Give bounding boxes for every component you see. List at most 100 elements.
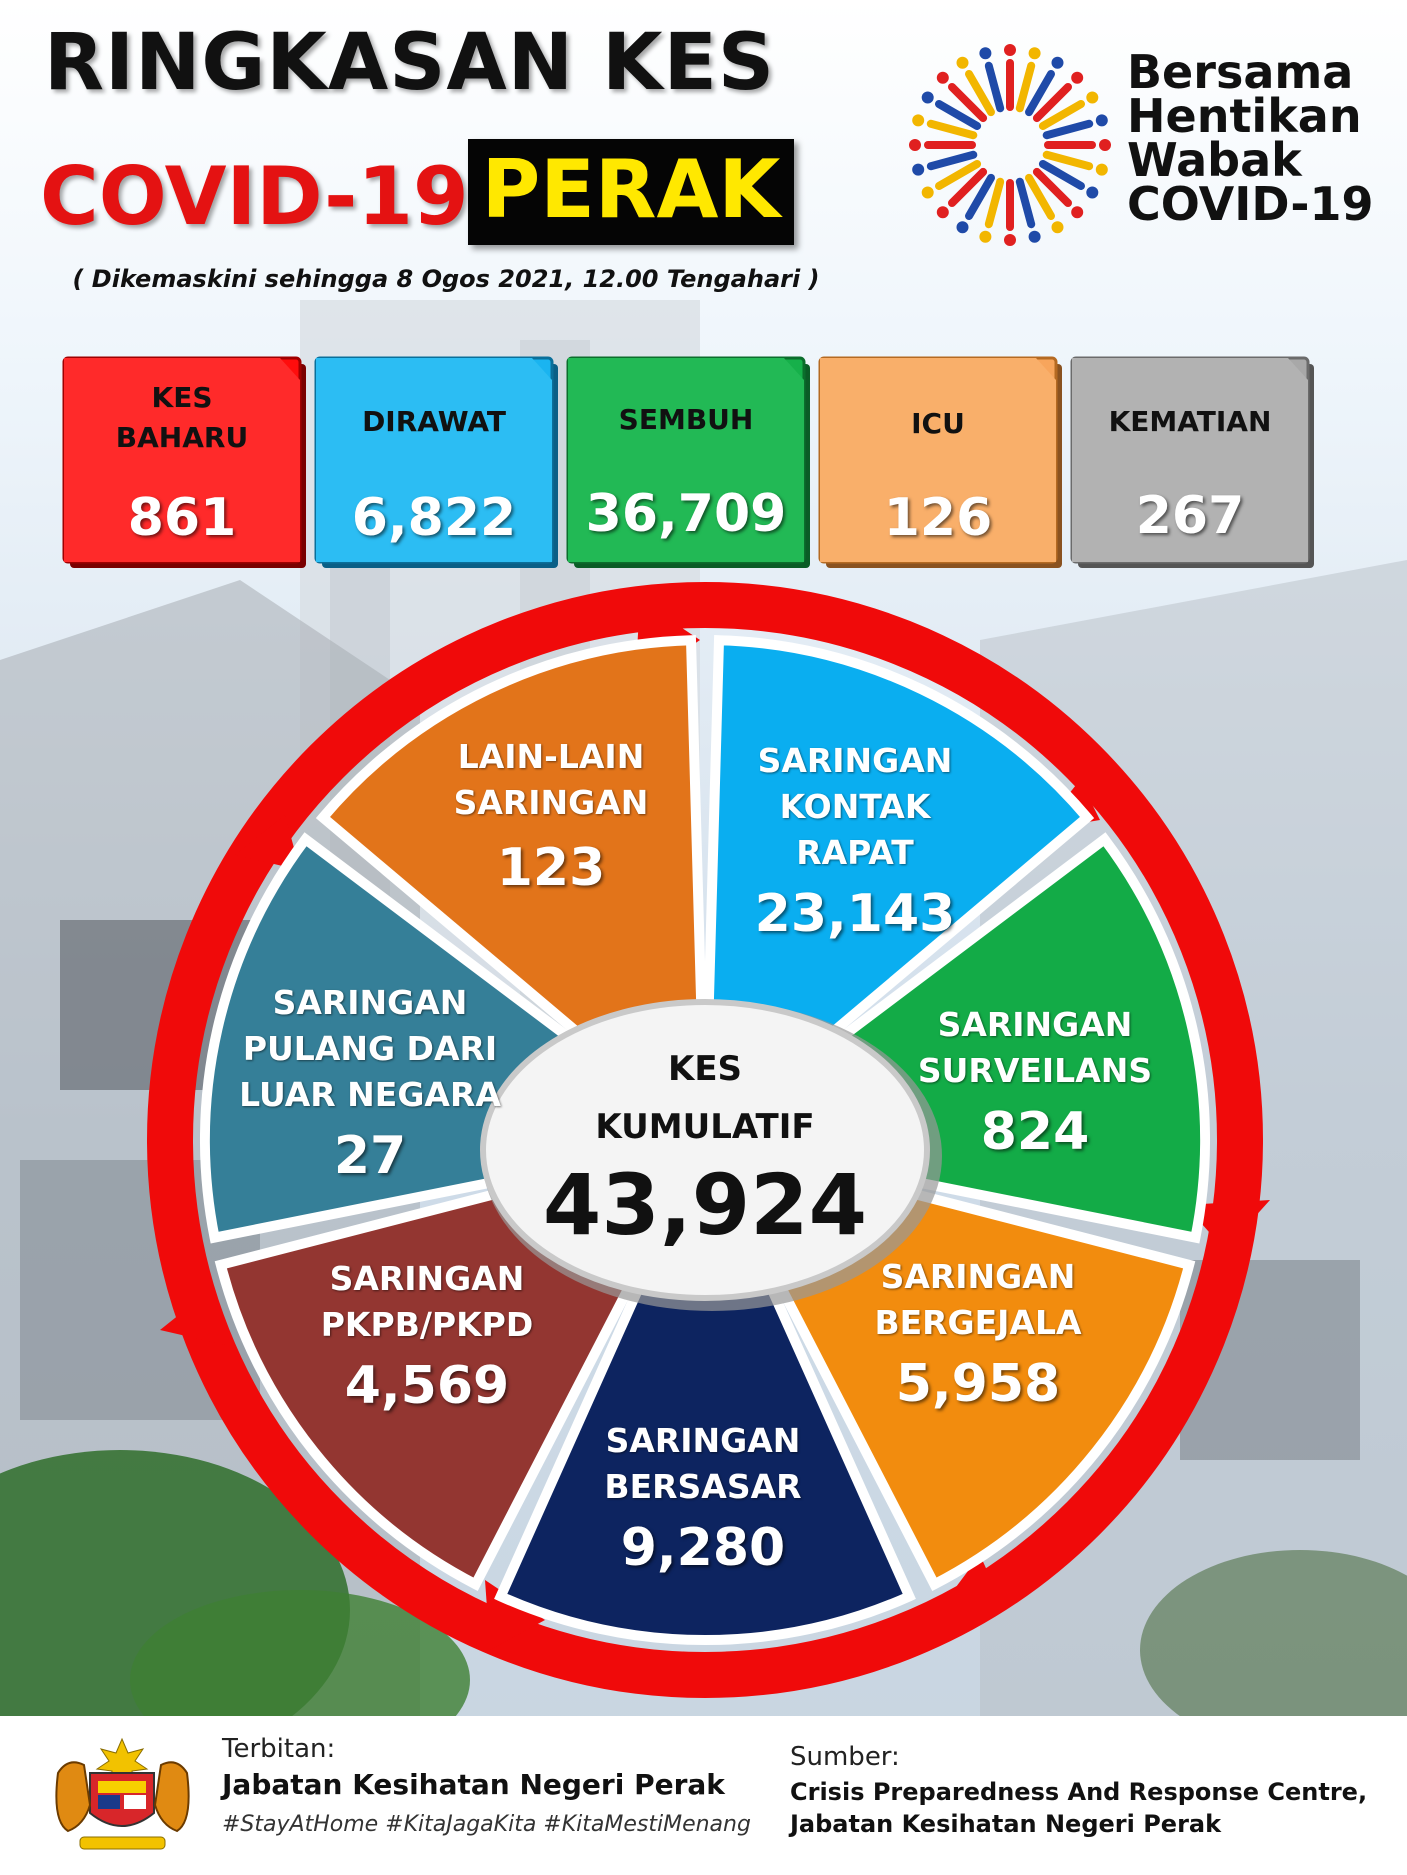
- title-ringkasan-kes: RINGKASAN KES: [44, 18, 776, 108]
- footer: [0, 1716, 1407, 1875]
- logo-person-head: [1004, 44, 1016, 56]
- logo-person-body: [1032, 83, 1072, 123]
- title-covid-19: COVID-19: [40, 150, 469, 243]
- segment-label: KONTAK: [779, 787, 931, 826]
- logo-person-body: [948, 167, 988, 207]
- logo-person-head: [979, 47, 992, 60]
- stat-value-icu: 126: [883, 488, 993, 548]
- logo-person-head: [912, 114, 925, 127]
- logo-person-body: [965, 173, 995, 220]
- segment-label: PULANG DARI: [242, 1029, 498, 1068]
- segment-label: SARINGAN: [329, 1259, 525, 1298]
- logo-person-head: [1051, 221, 1064, 234]
- title-perak: PERAK: [481, 143, 781, 236]
- logo-person-body: [1025, 173, 1055, 220]
- slogan-line3: Wabak: [1127, 133, 1302, 187]
- segment-label: SARINGAN: [937, 1005, 1133, 1044]
- slogan-line1: Bersama: [1127, 45, 1354, 99]
- logo-person-body: [984, 61, 1005, 113]
- segment-label: SARINGAN: [272, 983, 468, 1022]
- center-ellipse: [480, 999, 942, 1311]
- logo-person-head: [1071, 71, 1084, 84]
- logo-person-head: [1086, 91, 1099, 104]
- center-kes-kumulatif: KES KUMULATIF 43,924: [505, 1040, 905, 1254]
- segment-label: BERSASAR: [604, 1467, 802, 1506]
- hashtags: #StayAtHome #KitaJagaKita #KitaMestiMena…: [222, 1812, 751, 1837]
- segment-label: LUAR NEGARA: [239, 1075, 501, 1114]
- logo-person-body: [984, 177, 1005, 229]
- logo-person-head: [1071, 206, 1084, 219]
- segment-label: BERGEJALA: [874, 1303, 1082, 1342]
- segment-value: 23,143: [754, 884, 956, 944]
- segment-saringan-pulang-dari-luar-negara: SARINGAN PULANG DARI LUAR NEGARA 27: [220, 980, 520, 1186]
- stat-label-kes-baharu: KES BAHARU: [64, 378, 300, 458]
- segment-label: RAPAT: [796, 833, 914, 872]
- logo-person-body: [926, 150, 978, 171]
- logo-person-body: [1042, 119, 1094, 140]
- logo-person-head: [1095, 163, 1108, 176]
- bersama-hentikan-wabak-people-ring-logo: [909, 44, 1111, 246]
- center-value: 43,924: [542, 1156, 868, 1254]
- segment-label: PKPB/PKPD: [320, 1305, 534, 1344]
- segment-label: SARINGAN: [605, 1421, 801, 1460]
- wheel-segment-bersasar: [494, 1127, 916, 1645]
- logo-person-head: [1086, 186, 1099, 199]
- stat-label-kematian: KEMATIAN: [1108, 405, 1272, 438]
- logo-person-head: [1051, 56, 1064, 69]
- stat-label-line: BAHARU: [115, 421, 249, 454]
- logo-person-body: [926, 119, 978, 140]
- segment-saringan-pkpb-pkpd: SARINGAN PKPB/PKPD 4,569: [307, 1256, 547, 1416]
- segment-label: SURVEILANS: [917, 1051, 1153, 1090]
- publisher-label: Terbitan:: [222, 1734, 336, 1764]
- segment-label: SARINGAN: [880, 1257, 1076, 1296]
- logo-person-head: [956, 221, 969, 234]
- logo-person-body: [965, 70, 995, 117]
- logo-person-head: [1028, 47, 1041, 60]
- segment-saringan-bergejala: SARINGAN BERGEJALA 5,958: [858, 1254, 1098, 1414]
- segment-value: 5,958: [895, 1354, 1061, 1414]
- segment-label: SARINGAN: [757, 741, 953, 780]
- segment-saringan-surveilans: SARINGAN SURVEILANS 824: [915, 1002, 1155, 1162]
- stat-label-sembuh: SEMBUH: [618, 403, 754, 436]
- logo-person-body: [1042, 150, 1094, 171]
- source-line1: Crisis Preparedness And Response Centre,: [790, 1778, 1368, 1806]
- logo-person-head: [1095, 114, 1108, 127]
- logo-person-body: [1038, 100, 1085, 130]
- logo-person-head: [909, 139, 921, 151]
- center-label: KUMULATIF: [595, 1107, 815, 1147]
- logo-person-body: [1015, 177, 1036, 229]
- segment-label: LAIN-LAIN: [457, 737, 645, 776]
- logo-person-body: [948, 83, 988, 123]
- stat-label-icu: ICU: [911, 407, 965, 440]
- slogan-line4: COVID-19: [1127, 177, 1374, 231]
- slogan-text: Bersama Hentikan Wabak COVID-19: [1127, 45, 1374, 231]
- segment-lain-lain-saringan: LAIN-LAIN SARINGAN 123: [431, 734, 671, 898]
- logo-person-head: [936, 71, 949, 84]
- logo-person-head: [1004, 234, 1016, 246]
- logo-person-body: [935, 100, 982, 130]
- logo-person-body: [1038, 160, 1085, 190]
- logo-person-body: [1025, 70, 1055, 117]
- stat-value-kes-baharu: 861: [127, 488, 237, 548]
- segment-saringan-kontak-rapat: SARINGAN KONTAK RAPAT 23,143: [735, 738, 975, 944]
- segment-saringan-bersasar: SARINGAN BERSASAR 9,280: [583, 1418, 823, 1578]
- publisher-name: Jabatan Kesihatan Negeri Perak: [222, 1768, 725, 1801]
- logo-person-head: [936, 206, 949, 219]
- logo-person-head: [921, 91, 934, 104]
- center-label: KES: [667, 1049, 743, 1089]
- logo-person-head: [956, 56, 969, 69]
- source-line2: Jabatan Kesihatan Negeri Perak: [790, 1810, 1222, 1838]
- segment-value: 824: [980, 1102, 1090, 1162]
- logo-person-head: [1028, 230, 1041, 243]
- case-wheel: [147, 582, 1270, 1698]
- slogan-line2: Hentikan: [1127, 89, 1362, 143]
- segment-value: 4,569: [344, 1356, 510, 1416]
- stat-label-dirawat: DIRAWAT: [362, 405, 506, 438]
- stat-value-sembuh: 36,709: [585, 484, 787, 544]
- logo-person-body: [1015, 61, 1036, 113]
- stat-value-dirawat: 6,822: [351, 488, 517, 548]
- segment-value: 27: [333, 1126, 407, 1186]
- updated-timestamp: ( Dikemaskini sehingga 8 Ogos 2021, 12.0…: [72, 265, 820, 293]
- logo-person-head: [912, 163, 925, 176]
- segment-label: SARINGAN: [453, 783, 649, 822]
